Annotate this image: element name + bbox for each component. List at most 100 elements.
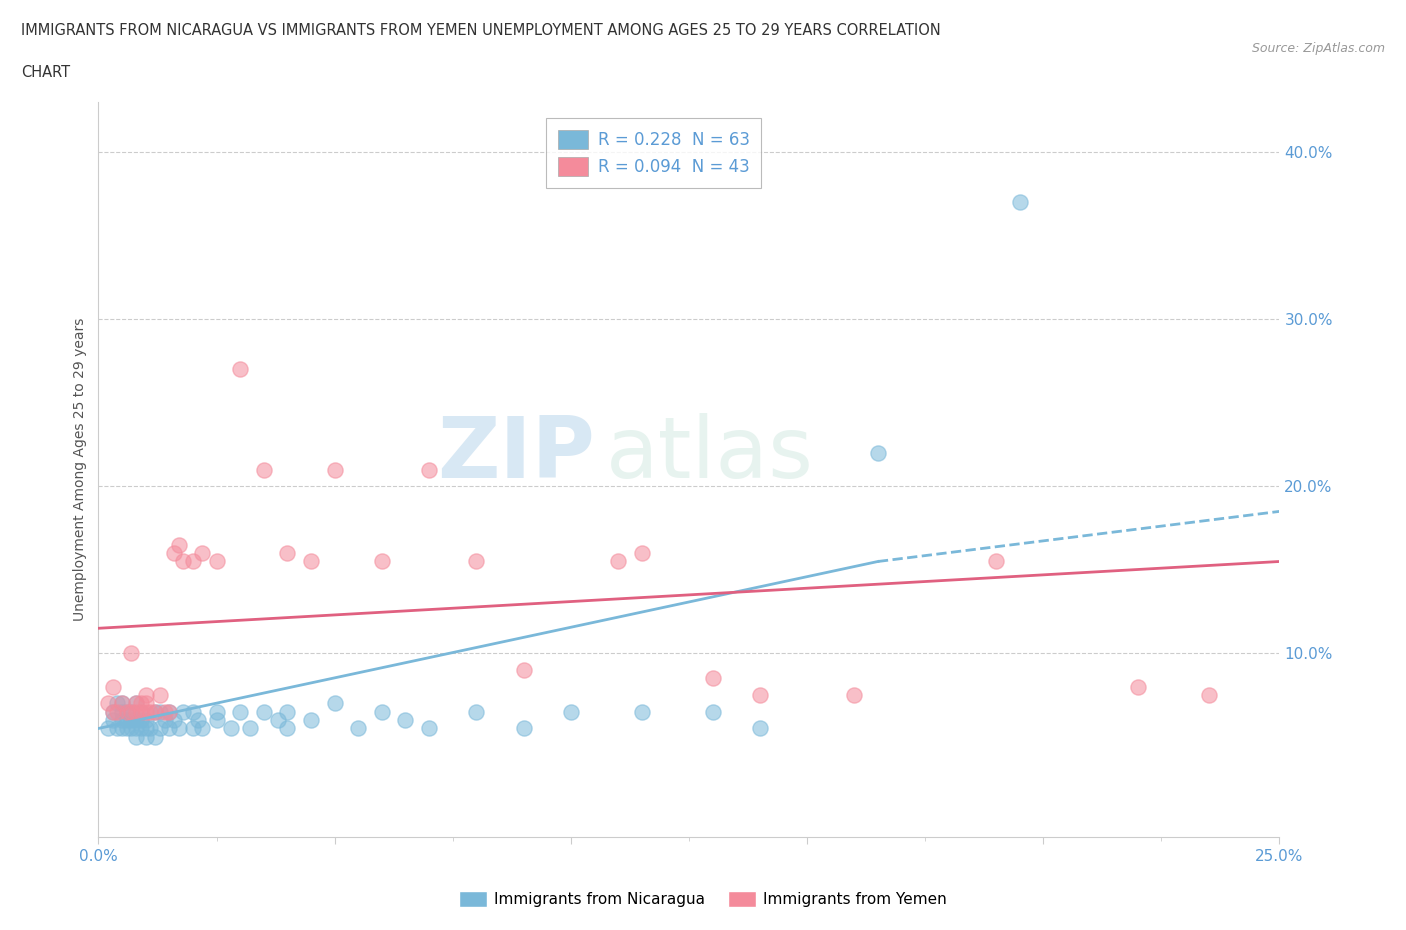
- Point: [125, 721, 148, 736]
- Point: [111, 712, 134, 727]
- Point: [101, 712, 124, 727]
- Point: [205, 704, 228, 719]
- Point: [1008, 195, 1031, 210]
- Point: [97, 721, 120, 736]
- Y-axis label: Unemployment Among Ages 25 to 29 years: Unemployment Among Ages 25 to 29 years: [73, 318, 87, 621]
- Point: [323, 696, 346, 711]
- Point: [163, 712, 186, 727]
- Legend: R = 0.228  N = 63, R = 0.094  N = 43: R = 0.228 N = 63, R = 0.094 N = 43: [546, 118, 761, 188]
- Point: [181, 721, 204, 736]
- Point: [276, 546, 298, 561]
- Point: [607, 554, 630, 569]
- Point: [121, 712, 143, 727]
- Point: [418, 721, 440, 736]
- Point: [135, 687, 157, 702]
- Point: [748, 721, 770, 736]
- Point: [125, 696, 148, 711]
- Point: [121, 645, 143, 660]
- Text: atlas: atlas: [606, 414, 814, 497]
- Point: [111, 721, 134, 736]
- Point: [115, 704, 138, 719]
- Point: [129, 704, 152, 719]
- Point: [129, 704, 152, 719]
- Text: CHART: CHART: [21, 65, 70, 80]
- Point: [111, 696, 134, 711]
- Point: [512, 721, 534, 736]
- Point: [115, 721, 138, 736]
- Point: [157, 704, 180, 719]
- Point: [149, 704, 172, 719]
- Point: [229, 704, 252, 719]
- Point: [129, 696, 152, 711]
- Point: [205, 554, 228, 569]
- Point: [121, 721, 143, 736]
- Point: [135, 712, 157, 727]
- Point: [101, 679, 124, 694]
- Point: [121, 704, 143, 719]
- Point: [135, 729, 157, 744]
- Point: [163, 546, 186, 561]
- Legend: Immigrants from Nicaragua, Immigrants from Yemen: Immigrants from Nicaragua, Immigrants fr…: [453, 884, 953, 913]
- Point: [219, 721, 242, 736]
- Point: [125, 696, 148, 711]
- Point: [191, 546, 214, 561]
- Point: [844, 687, 866, 702]
- Point: [143, 729, 166, 744]
- Point: [135, 721, 157, 736]
- Point: [111, 696, 134, 711]
- Point: [105, 704, 128, 719]
- Point: [276, 704, 298, 719]
- Point: [984, 554, 1007, 569]
- Point: [121, 704, 143, 719]
- Point: [143, 704, 166, 719]
- Point: [115, 704, 138, 719]
- Point: [97, 696, 120, 711]
- Point: [172, 554, 194, 569]
- Point: [125, 712, 148, 727]
- Point: [111, 704, 134, 719]
- Point: [866, 445, 889, 460]
- Point: [347, 721, 370, 736]
- Point: [149, 721, 172, 736]
- Point: [299, 554, 322, 569]
- Point: [172, 704, 194, 719]
- Point: [702, 671, 724, 685]
- Text: ZIP: ZIP: [437, 414, 595, 497]
- Point: [139, 721, 162, 736]
- Point: [394, 712, 416, 727]
- Point: [465, 704, 488, 719]
- Text: Source: ZipAtlas.com: Source: ZipAtlas.com: [1251, 42, 1385, 55]
- Point: [267, 712, 290, 727]
- Point: [115, 712, 138, 727]
- Point: [630, 704, 652, 719]
- Point: [125, 704, 148, 719]
- Point: [129, 721, 152, 736]
- Point: [418, 462, 440, 477]
- Point: [205, 712, 228, 727]
- Point: [276, 721, 298, 736]
- Point: [465, 554, 488, 569]
- Point: [129, 712, 152, 727]
- Point: [560, 704, 582, 719]
- Point: [630, 546, 652, 561]
- Point: [702, 704, 724, 719]
- Point: [229, 362, 252, 377]
- Point: [105, 721, 128, 736]
- Point: [299, 712, 322, 727]
- Point: [125, 729, 148, 744]
- Point: [101, 704, 124, 719]
- Point: [253, 462, 276, 477]
- Point: [135, 704, 157, 719]
- Point: [1198, 687, 1220, 702]
- Point: [153, 704, 176, 719]
- Point: [157, 704, 180, 719]
- Point: [149, 687, 172, 702]
- Point: [143, 704, 166, 719]
- Point: [323, 462, 346, 477]
- Point: [239, 721, 262, 736]
- Point: [181, 554, 204, 569]
- Point: [153, 712, 176, 727]
- Point: [105, 696, 128, 711]
- Text: IMMIGRANTS FROM NICARAGUA VS IMMIGRANTS FROM YEMEN UNEMPLOYMENT AMONG AGES 25 TO: IMMIGRANTS FROM NICARAGUA VS IMMIGRANTS …: [21, 23, 941, 38]
- Point: [191, 721, 214, 736]
